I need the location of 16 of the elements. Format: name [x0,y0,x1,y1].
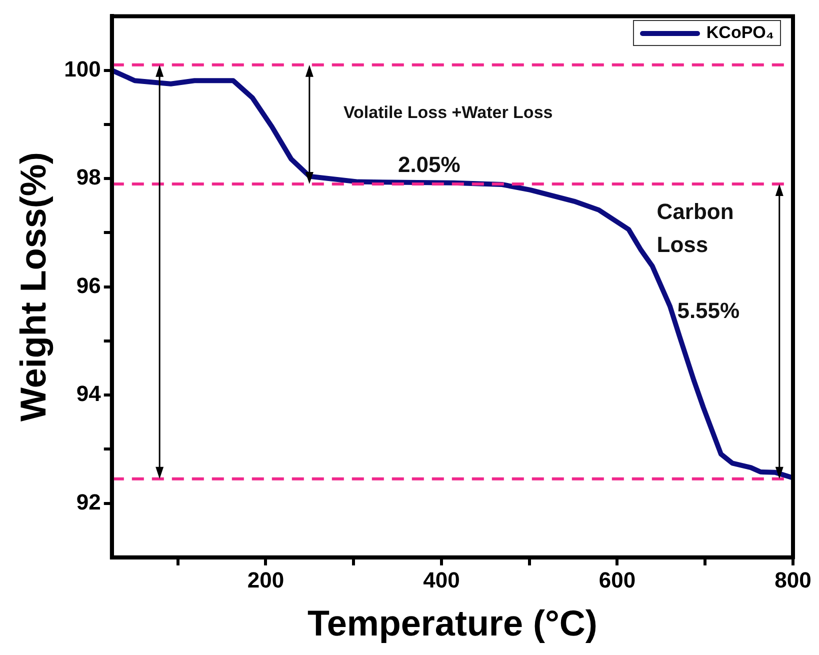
annotation: 2.05% [398,152,460,178]
y-tick-label: 100 [64,56,101,82]
y-tick-label: 94 [76,381,102,406]
x-tick-label: 800 [774,568,812,593]
legend-label: KCoPO₄ [706,23,774,44]
y-axis-title: Weight Loss(%) [12,152,54,422]
y-tick-label: 96 [76,272,101,298]
annotation: 5.55% [677,298,740,324]
y-tick-label: 98 [76,164,101,190]
x-tick-label: 200 [247,568,284,593]
annotation: Volatile Loss +Water Loss [343,102,553,123]
x-axis-title: Temperature (°C) [308,602,598,644]
x-tick-label: 400 [423,568,460,593]
x-tick-label: 600 [598,568,636,593]
annotation: Carbon Loss [656,198,735,259]
y-tick-label: 92 [76,489,101,514]
